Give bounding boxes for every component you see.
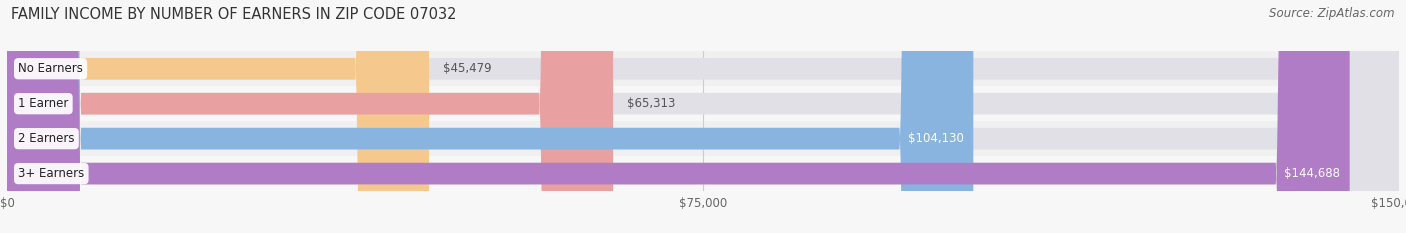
Bar — [7, 86, 1399, 121]
Bar — [7, 121, 1399, 156]
Text: 2 Earners: 2 Earners — [18, 132, 75, 145]
Bar — [7, 156, 1399, 191]
FancyBboxPatch shape — [7, 0, 1399, 233]
Text: 1 Earner: 1 Earner — [18, 97, 69, 110]
Bar — [7, 51, 1399, 86]
FancyBboxPatch shape — [7, 0, 1399, 233]
FancyBboxPatch shape — [7, 0, 1399, 233]
FancyBboxPatch shape — [7, 0, 973, 233]
Text: $144,688: $144,688 — [1285, 167, 1340, 180]
Text: FAMILY INCOME BY NUMBER OF EARNERS IN ZIP CODE 07032: FAMILY INCOME BY NUMBER OF EARNERS IN ZI… — [11, 7, 457, 22]
FancyBboxPatch shape — [7, 0, 1399, 233]
FancyBboxPatch shape — [7, 0, 1350, 233]
Text: $45,479: $45,479 — [443, 62, 492, 75]
Text: $65,313: $65,313 — [627, 97, 675, 110]
Text: $104,130: $104,130 — [908, 132, 965, 145]
FancyBboxPatch shape — [7, 0, 429, 233]
Text: Source: ZipAtlas.com: Source: ZipAtlas.com — [1270, 7, 1395, 20]
Text: 3+ Earners: 3+ Earners — [18, 167, 84, 180]
FancyBboxPatch shape — [7, 0, 613, 233]
Text: No Earners: No Earners — [18, 62, 83, 75]
